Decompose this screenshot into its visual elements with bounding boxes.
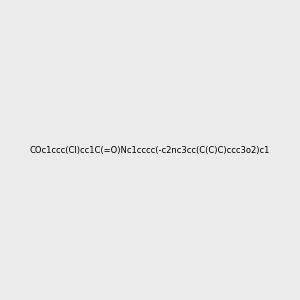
Text: COc1ccc(Cl)cc1C(=O)Nc1cccc(-c2nc3cc(C(C)C)ccc3o2)c1: COc1ccc(Cl)cc1C(=O)Nc1cccc(-c2nc3cc(C(C)… <box>30 146 270 154</box>
